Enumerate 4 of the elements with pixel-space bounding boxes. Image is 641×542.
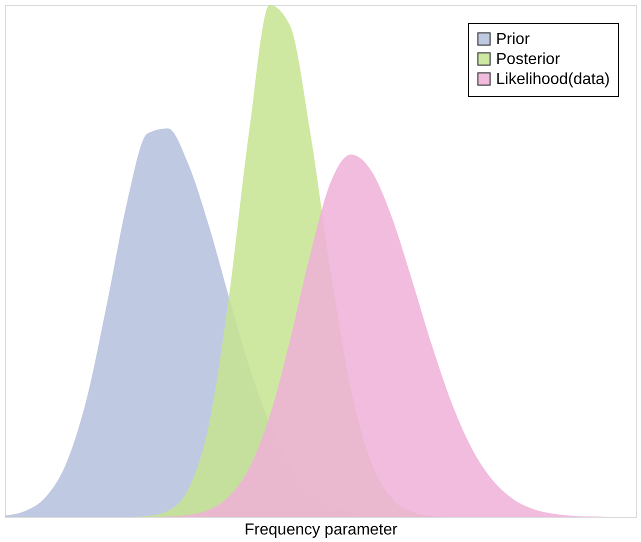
x-axis-title: Frequency parameter bbox=[244, 522, 398, 538]
legend-label: Likelihood(data) bbox=[496, 71, 610, 88]
legend-label: Prior bbox=[496, 31, 530, 48]
legend-label: Posterior bbox=[496, 51, 561, 68]
